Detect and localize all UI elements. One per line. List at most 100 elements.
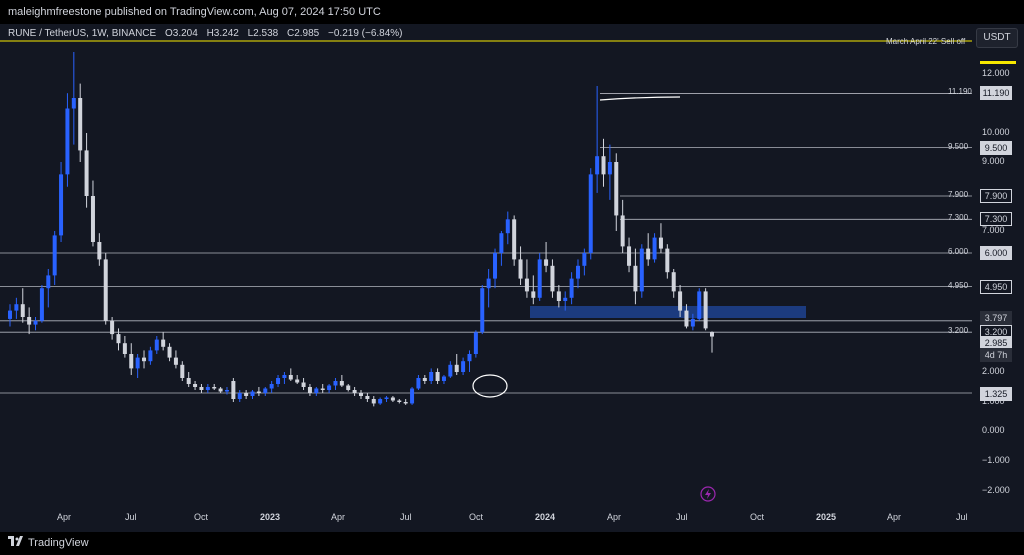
price-tick: 9.000 xyxy=(982,156,1005,166)
candle-body xyxy=(346,385,351,390)
top-line-label: March April 22' Sell off xyxy=(886,37,966,46)
level-label: 7.300 xyxy=(948,213,969,223)
candle-body xyxy=(173,357,178,365)
candle-body xyxy=(333,381,338,386)
time-label: 2023 xyxy=(260,512,281,522)
time-label: Apr xyxy=(331,512,346,522)
candle-body xyxy=(142,357,147,362)
time-label: Jul xyxy=(125,512,137,522)
candle-body xyxy=(384,397,389,399)
candle-body xyxy=(371,399,376,404)
level-label: 3.200 xyxy=(948,326,969,336)
candle-body xyxy=(461,361,466,372)
footer-bar: TradingView xyxy=(0,532,1024,555)
candle-body xyxy=(90,196,95,242)
price-tick: −2.000 xyxy=(982,485,1010,495)
lightning-icon[interactable] xyxy=(700,486,716,502)
candle-body xyxy=(697,291,702,319)
price-tick: 0.000 xyxy=(982,425,1005,435)
candle-body xyxy=(148,350,153,362)
candle-body xyxy=(231,381,236,399)
candle-body xyxy=(582,253,587,266)
candle-body xyxy=(435,372,440,381)
candle-body xyxy=(288,375,293,380)
candle-body xyxy=(678,291,683,311)
candle-body xyxy=(550,265,555,292)
time-label: 2025 xyxy=(816,512,837,522)
candle-body xyxy=(199,387,204,390)
candle-body xyxy=(390,397,395,401)
candle-body xyxy=(314,388,319,393)
time-axis[interactable]: Apr Jul Oct 2023 Apr Jul Oct 2024 Apr Jul Oct 2025 A… xyxy=(0,508,972,532)
candle-body xyxy=(33,320,38,325)
candle-body xyxy=(301,382,306,387)
candle-body xyxy=(180,364,185,378)
price-axis[interactable]: USDT xyxy=(972,24,1024,532)
currency-highlight xyxy=(980,61,1016,64)
candle-body xyxy=(467,354,472,362)
candle-body xyxy=(135,357,140,369)
candle-body xyxy=(512,219,517,260)
candle-body xyxy=(524,278,529,292)
time-label: Apr xyxy=(57,512,72,522)
publisher-line: maleighmfreestone published on TradingVi… xyxy=(8,6,381,18)
level-label: 4.950 xyxy=(948,280,969,290)
candle-body xyxy=(97,242,102,260)
candle-body xyxy=(518,259,523,279)
candle-body xyxy=(110,320,115,335)
candle-body xyxy=(78,98,83,151)
candle-body xyxy=(237,393,242,399)
candle-body xyxy=(276,378,281,384)
zone-price-box: 3.797 xyxy=(980,311,1012,325)
candle-body xyxy=(627,246,632,266)
candle-body xyxy=(244,393,249,396)
level-price-box: 11.190 xyxy=(980,86,1012,101)
level-label: 9.500 xyxy=(948,141,969,151)
candle-body xyxy=(65,108,70,175)
time-label: Jul xyxy=(400,512,412,522)
tradingview-icon xyxy=(8,536,23,546)
candle-body xyxy=(218,388,223,392)
level-price-box: 9.500 xyxy=(980,140,1012,155)
level-label: 11.190 xyxy=(948,87,972,97)
legend-open: O3.204 xyxy=(164,28,198,39)
candle-body xyxy=(652,237,657,260)
currency-button[interactable]: USDT xyxy=(976,28,1018,48)
candle-body xyxy=(480,288,485,333)
price-chart[interactable] xyxy=(0,24,972,532)
candle-body xyxy=(531,291,536,298)
candle-body xyxy=(320,388,325,390)
candle-body xyxy=(658,237,663,249)
legend-change: −0.219 (−6.84%) xyxy=(328,28,403,39)
candle-body xyxy=(499,233,504,253)
tradingview-logo[interactable]: TradingView xyxy=(8,536,89,549)
annotation-circle xyxy=(472,374,508,398)
candle-body xyxy=(410,388,415,404)
candle-body xyxy=(224,390,229,392)
candle-body xyxy=(14,304,19,311)
time-label: Jul xyxy=(676,512,688,522)
candle-body xyxy=(282,375,287,378)
candle-body xyxy=(614,162,619,216)
candle-body xyxy=(665,248,670,273)
candle-body xyxy=(327,385,332,390)
candle-body xyxy=(193,384,198,387)
level-label: 7.900 xyxy=(948,190,969,199)
candle-body xyxy=(588,174,593,253)
candle-body xyxy=(71,98,76,109)
time-label: 2024 xyxy=(535,512,556,522)
legend-low: L2.538 xyxy=(247,28,279,39)
legend-symbol[interactable]: RUNE / TetherUS, 1W, BINANCE xyxy=(8,28,157,39)
time-label: Apr xyxy=(607,512,622,522)
candle-body xyxy=(422,378,427,381)
candle-body xyxy=(154,339,159,351)
candle-body xyxy=(646,248,651,260)
candle-body xyxy=(256,391,261,393)
level-label: 6.000 xyxy=(948,247,969,256)
price-tick: 1.000 xyxy=(982,396,1005,406)
low-level-box: 1.325 xyxy=(980,387,1012,401)
candle-body xyxy=(486,278,491,289)
candle-body xyxy=(448,364,453,377)
candle-body xyxy=(339,381,344,386)
candle-body xyxy=(639,248,644,292)
